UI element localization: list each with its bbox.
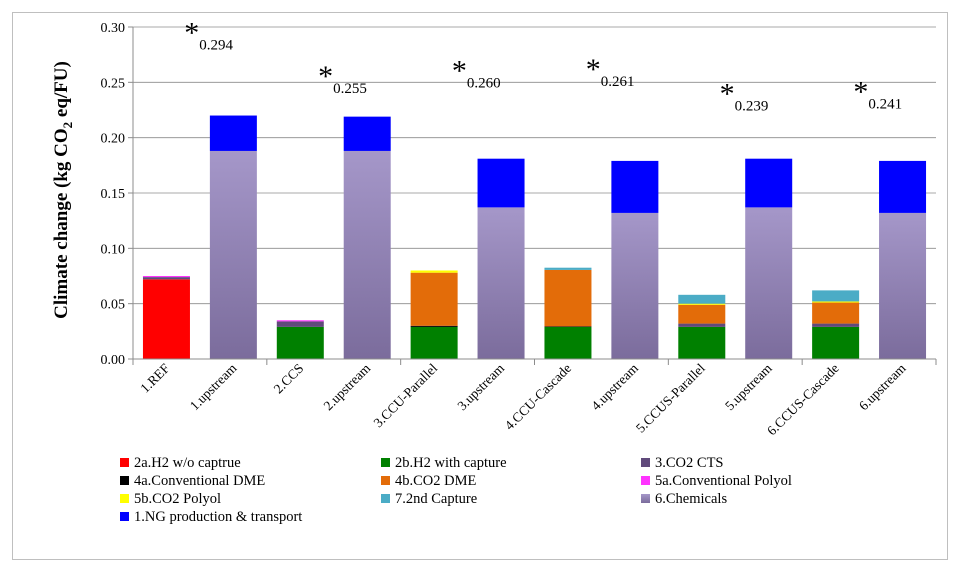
total-annotations: * 0.294* 0.255* 0.260 * 0.261 * 0.239 * 0.241 — [184, 17, 902, 115]
legend-label: 3.CO2 CTS — [655, 455, 724, 471]
annotation-marker: * — [586, 53, 601, 86]
x-category-label: 1.REF — [137, 360, 173, 396]
x-category-label: 3.upstream — [454, 360, 507, 413]
bar-segment-7-1 — [611, 160, 659, 213]
bar-segment-8-3 — [678, 323, 726, 327]
bar-segment-8-7 — [678, 294, 726, 304]
annotation-marker: * — [452, 54, 467, 87]
legend-label: 4a.Conventional DME — [134, 473, 265, 489]
y-tick-label: 0.25 — [101, 76, 126, 91]
bar-segment-8-4b — [678, 304, 726, 324]
bar-segment-6-4b — [544, 269, 592, 327]
legend-swatch — [641, 458, 650, 467]
x-category-label: 2.CCS — [271, 361, 307, 397]
x-category-label: 3.CCU-Parallel — [371, 360, 441, 430]
legend: 2a.H2 w/o captrue 2b.H2 with capture 3.CO2… — [120, 455, 792, 525]
bar-segment-5-6 — [477, 207, 525, 359]
bar-segment-6-2b — [544, 326, 592, 359]
legend-swatch — [120, 494, 129, 503]
legend-label: 4b.CO2 DME — [395, 473, 477, 489]
legend-swatch — [120, 476, 129, 485]
x-category-label: 5.upstream — [722, 360, 775, 413]
bar-segment-4-4b — [410, 272, 458, 326]
legend-swatch — [381, 458, 390, 467]
legend-swatch — [641, 494, 650, 503]
annotation-value: 0.260 — [467, 75, 501, 91]
annotation-value: 0.241 — [868, 96, 902, 112]
x-category-labels: 1.REF 1.upstream 2.CCS 2.upstream3.CCU-Para… — [137, 360, 909, 438]
bar-segment-10-2b — [812, 326, 860, 359]
bar-segment-2-5a — [276, 320, 324, 322]
legend-label: 1.NG production & transport — [134, 509, 302, 525]
legend-label: 6.Chemicals — [655, 491, 727, 507]
bar-segment-10-5b — [812, 301, 860, 303]
y-tick-label: 0.05 — [101, 298, 126, 313]
bar-segment-4-2b — [410, 326, 458, 359]
y-tick-label: 0.00 — [101, 353, 126, 368]
y-tick-label: 0.20 — [101, 132, 126, 147]
bar-segment-2-3 — [276, 321, 324, 327]
gridlines — [133, 26, 936, 305]
x-category-label: 6.upstream — [856, 360, 909, 413]
bar-segment-1-1 — [209, 115, 257, 151]
annotation-value: 0.239 — [735, 99, 769, 115]
y-axis-label-part-2: eq/FU) — [51, 61, 72, 122]
y-tick-label: 0.15 — [101, 187, 126, 202]
annotation-marker: * — [318, 60, 333, 93]
y-tick-label: 0.30 — [101, 21, 126, 36]
bar-segment-11-1 — [879, 160, 927, 213]
bar-segment-10-4b — [812, 302, 860, 324]
bar-segment-10-3 — [812, 323, 860, 327]
legend-label: 5b.CO2 Polyol — [134, 491, 221, 507]
annotation-value: 0.294 — [199, 38, 233, 54]
x-category-label: 5.CCUS-Parallel — [633, 360, 708, 435]
y-axis-label-part-1: Climate change (kg CO — [51, 128, 72, 319]
bar-segment-7-6 — [611, 212, 659, 359]
legend-swatch — [120, 458, 129, 467]
x-category-label: 1.upstream — [187, 360, 240, 413]
annotation-value: 0.255 — [333, 81, 367, 97]
bar-segment-4-5b — [410, 270, 458, 273]
bar-segment-3-6 — [343, 150, 391, 359]
legend-label: 2a.H2 w/o captrue — [134, 455, 241, 471]
bar-segment-11-6 — [879, 212, 927, 359]
x-category-label: 4.upstream — [588, 360, 641, 413]
bar-segment-1-6 — [209, 150, 257, 359]
legend-swatch — [381, 476, 390, 485]
bar-segment-6-4a — [544, 326, 592, 327]
legend-swatch — [120, 512, 129, 521]
x-category-label: 6.CCUS-Cascade — [764, 361, 842, 439]
annotation-value: 0.261 — [601, 74, 635, 90]
legend-label: 2b.H2 with capture — [395, 455, 507, 471]
y-axis-label-subscript: 2 — [60, 122, 75, 129]
x-category-label: 4.CCU-Cascade — [502, 361, 574, 433]
x-category-label: 2.upstream — [321, 360, 374, 413]
bar-segment-10-7 — [812, 290, 860, 302]
bar-segment-0-3 — [142, 277, 190, 280]
annotation-marker: * — [853, 75, 868, 108]
bar-segment-4-4a — [410, 325, 458, 327]
bar-segment-6-7 — [544, 267, 592, 270]
legend-label: 5a.Conventional Polyol — [655, 473, 792, 489]
y-tick-label: 0.10 — [101, 242, 126, 257]
bars — [142, 115, 927, 359]
bar-segment-3-1 — [343, 116, 391, 151]
bar-segment-0-2a — [142, 279, 190, 359]
annotation-marker: * — [720, 78, 735, 111]
legend-swatch — [641, 476, 650, 485]
bar-segment-8-5b — [678, 303, 726, 305]
bar-segment-0-5a — [142, 276, 190, 278]
y-axis-label: Climate change (kg CO2 eq/FU) — [51, 61, 75, 319]
bar-segment-8-2b — [678, 326, 726, 359]
bar-segment-9-1 — [745, 158, 793, 208]
annotation-marker: * — [184, 17, 199, 50]
bar-segment-9-6 — [745, 207, 793, 359]
legend-label: 7.2nd Capture — [395, 491, 477, 507]
y-tick-labels: 0.00 0.05 0.10 0.15 0.20 0.25 0.30 — [101, 21, 126, 368]
bar-segment-5-1 — [477, 158, 525, 208]
bar-segment-2-2b — [276, 326, 324, 359]
legend-swatch — [381, 494, 390, 503]
axes — [128, 26, 937, 365]
